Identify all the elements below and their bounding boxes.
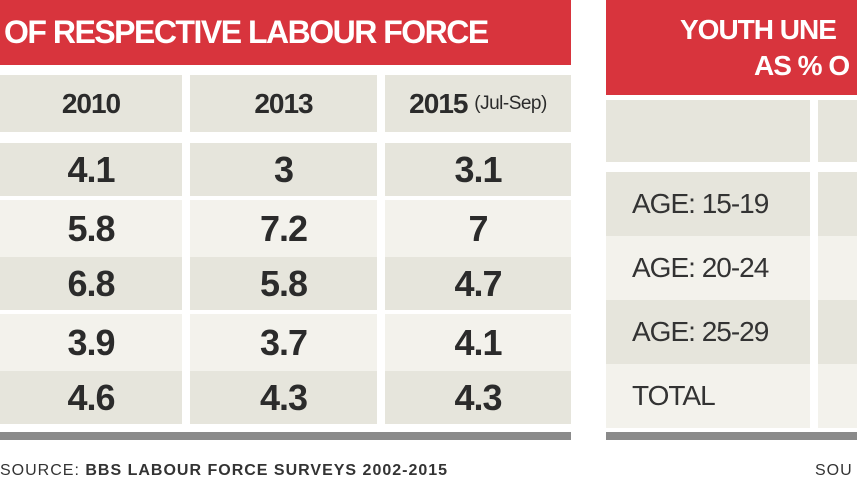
column-header-2010: 2010 [0, 75, 182, 132]
left-source: SOURCE: BBS LABOUR FORCE SURVEYS 2002-20… [0, 462, 449, 479]
table-cell-2010: 6.8 [0, 257, 182, 310]
table-cell-2013: 3.7 [190, 314, 377, 371]
right-table-title: YOUTH UNE AS % O [606, 0, 857, 95]
table-cell-2010: 3.9 [0, 314, 182, 371]
right-header-value-cell [818, 100, 857, 162]
table-cell-2013: 7.2 [190, 200, 377, 257]
right-table-bottom-bar [606, 432, 857, 440]
table-cell-2010: 5.8 [0, 200, 182, 257]
column-header-2015: 2015 (Jul-Sep) [385, 75, 571, 132]
table-cell-2010: 4.6 [0, 371, 182, 424]
table-cell-2013: 3 [190, 143, 377, 196]
table-cell-2013: 5.8 [190, 257, 377, 310]
row-label: TOTAL [606, 364, 810, 428]
column-header-2013: 2013 [190, 75, 377, 132]
left-table-bottom-bar [0, 432, 571, 440]
table-cell-2015: 4.3 [385, 371, 571, 424]
right-source: SOU [815, 462, 853, 479]
left-table-title: OF RESPECTIVE LABOUR FORCE [0, 0, 571, 65]
table-cell-2013: 4.3 [190, 371, 377, 424]
row-label: AGE: 25-29 [606, 300, 810, 364]
table-cell-2015: 3.1 [385, 143, 571, 196]
table-cell-2010: 4.1 [0, 143, 182, 196]
value-cell [818, 236, 857, 300]
table-cell-2015: 7 [385, 200, 571, 257]
row-label: AGE: 15-19 [606, 172, 810, 236]
row-label: AGE: 20-24 [606, 236, 810, 300]
right-header-label-cell [606, 100, 810, 162]
table-cell-2015: 4.1 [385, 314, 571, 371]
value-cell [818, 364, 857, 428]
value-cell [818, 300, 857, 364]
table-cell-2015: 4.7 [385, 257, 571, 310]
value-cell [818, 172, 857, 236]
